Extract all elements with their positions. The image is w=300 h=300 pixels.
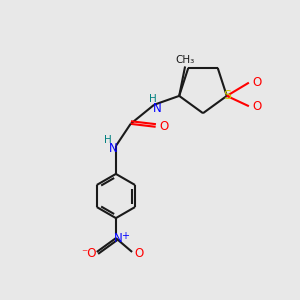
Text: N: N	[114, 232, 122, 244]
Text: N: N	[109, 142, 117, 155]
Text: H: H	[149, 94, 157, 104]
Text: ⁻O: ⁻O	[81, 247, 96, 260]
Text: O: O	[135, 247, 144, 260]
Text: H: H	[104, 135, 112, 145]
Text: CH₃: CH₃	[176, 55, 195, 65]
Text: N: N	[153, 102, 162, 115]
Text: O: O	[253, 100, 262, 113]
Text: O: O	[159, 120, 169, 133]
Text: +: +	[121, 231, 129, 241]
Text: S: S	[223, 89, 231, 102]
Text: O: O	[253, 76, 262, 89]
